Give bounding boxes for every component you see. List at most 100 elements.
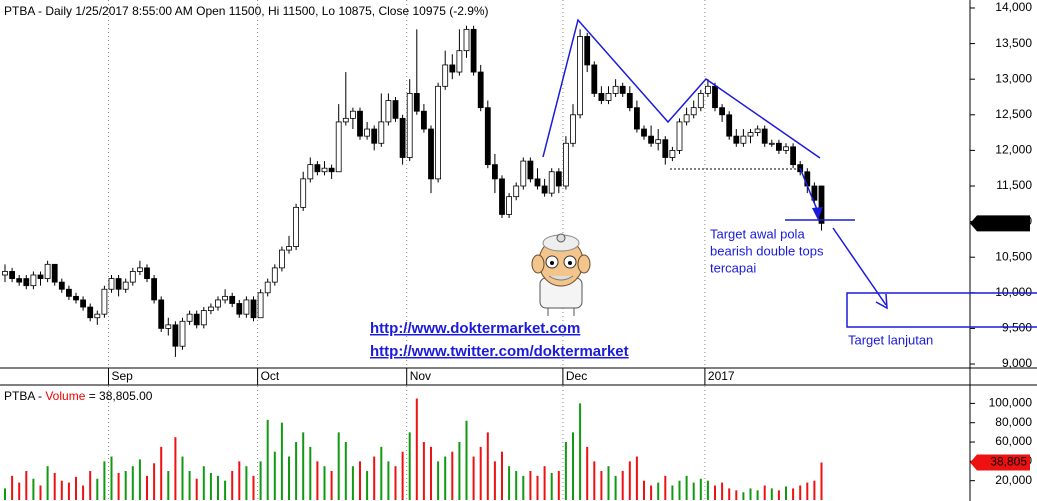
- candle-body: [122, 281, 129, 290]
- y-tick-label: 14,000: [995, 0, 1032, 14]
- candle-body: [193, 313, 200, 326]
- candle-body: [66, 288, 72, 297]
- volume-bar: [635, 456, 638, 500]
- volume-bar: [486, 432, 489, 500]
- annotation: tercapai: [710, 260, 756, 275]
- candle-body: [499, 178, 505, 215]
- double-top-line: [542, 18, 821, 159]
- volume-bar: [742, 492, 745, 500]
- volume-bar: [96, 478, 99, 500]
- volume-bar: [650, 485, 653, 500]
- candle-body: [470, 28, 477, 73]
- candle-body: [428, 128, 434, 180]
- candle-body: [655, 139, 662, 144]
- mascot: [531, 233, 591, 316]
- candle-body: [257, 292, 264, 319]
- y-tick-label: 9,000: [1002, 356, 1032, 370]
- volume-bar: [593, 461, 596, 500]
- volume-bar: [188, 471, 191, 500]
- volume-bar: [607, 466, 610, 500]
- y-tick-label: 10,000: [995, 285, 1032, 299]
- volume-bar: [273, 451, 276, 500]
- volume-bar: [160, 446, 163, 500]
- volume-bar: [337, 432, 340, 500]
- candle-body: [705, 85, 711, 94]
- value-marker: [970, 215, 1030, 232]
- x-tick-label: 2017: [708, 369, 735, 383]
- volume-bar: [749, 488, 752, 500]
- chart-title: PTBA - Daily 1/25/2017 8:55:00 AM Open 1…: [4, 4, 489, 18]
- volume-bar: [777, 490, 780, 500]
- candle-body: [818, 185, 825, 224]
- volume-bar: [515, 471, 518, 500]
- volume-title-prefix: PTBA -: [4, 389, 45, 403]
- volume-bar: [408, 432, 411, 500]
- y-tick-label: 80,000: [995, 415, 1032, 429]
- candle-body: [754, 128, 761, 133]
- volume-bar: [706, 480, 709, 500]
- y-tick-label: 10,500: [995, 249, 1032, 263]
- volume-bar: [714, 485, 716, 500]
- candle-body: [44, 263, 51, 279]
- candle-body: [151, 278, 158, 301]
- candle-body: [733, 135, 740, 144]
- candle-body: [364, 128, 371, 137]
- candle-body: [697, 93, 704, 109]
- volume-bar: [671, 485, 674, 500]
- annotation: Target awal pola: [710, 226, 805, 241]
- volume-bar: [451, 451, 454, 500]
- volume-bar: [53, 472, 56, 500]
- link[interactable]: http://www.twitter.com/doktermarket: [370, 343, 629, 360]
- candle-body: [584, 36, 591, 66]
- volume-bar: [387, 461, 390, 500]
- candle-body: [158, 299, 165, 329]
- volume-bar: [39, 485, 42, 500]
- candle-body: [129, 271, 136, 283]
- candle-body: [144, 267, 150, 279]
- candle-body: [115, 278, 122, 290]
- volume-bar: [579, 403, 582, 500]
- candle-body: [563, 142, 569, 187]
- volume-bar: [89, 471, 92, 500]
- candle-body: [371, 128, 378, 144]
- volume-bar: [472, 456, 475, 500]
- volume-bar: [288, 456, 290, 500]
- arrow-head: [875, 293, 888, 310]
- x-tick-label: Sep: [112, 369, 134, 383]
- candle-body: [662, 139, 669, 158]
- candle-body: [669, 149, 676, 158]
- candle-body: [591, 64, 598, 94]
- candle-body: [768, 142, 775, 145]
- candle-body: [357, 110, 363, 137]
- link[interactable]: http://www.doktermarket.com: [370, 320, 580, 337]
- annotation: bearish double tops: [710, 243, 824, 258]
- volume-bar: [46, 466, 49, 500]
- candle-body: [2, 271, 8, 276]
- volume-bar: [60, 480, 63, 500]
- candle-body: [413, 93, 420, 112]
- y-tick-label: 13,500: [995, 36, 1032, 50]
- volume-bar: [217, 475, 219, 500]
- candle-body: [286, 246, 292, 251]
- candle-body: [541, 185, 548, 194]
- volume-bar: [479, 446, 482, 500]
- volume-bar: [785, 486, 787, 500]
- volume-bar: [280, 422, 283, 500]
- y-tick-label: 20,000: [995, 473, 1032, 487]
- candle-body: [449, 64, 456, 73]
- value-marker-label: 38,805: [990, 455, 1027, 469]
- volume-bar: [259, 461, 262, 500]
- volume-bar: [770, 488, 773, 500]
- volume-bar: [359, 461, 361, 500]
- candle-body: [392, 100, 399, 119]
- candle-body: [641, 128, 647, 137]
- candle-body: [456, 50, 463, 73]
- candle-body: [250, 299, 257, 319]
- volume-bar: [721, 482, 724, 500]
- candle-body: [264, 281, 271, 294]
- volume-bar: [501, 451, 503, 500]
- volume-bar: [508, 466, 511, 500]
- candle-body: [165, 324, 172, 329]
